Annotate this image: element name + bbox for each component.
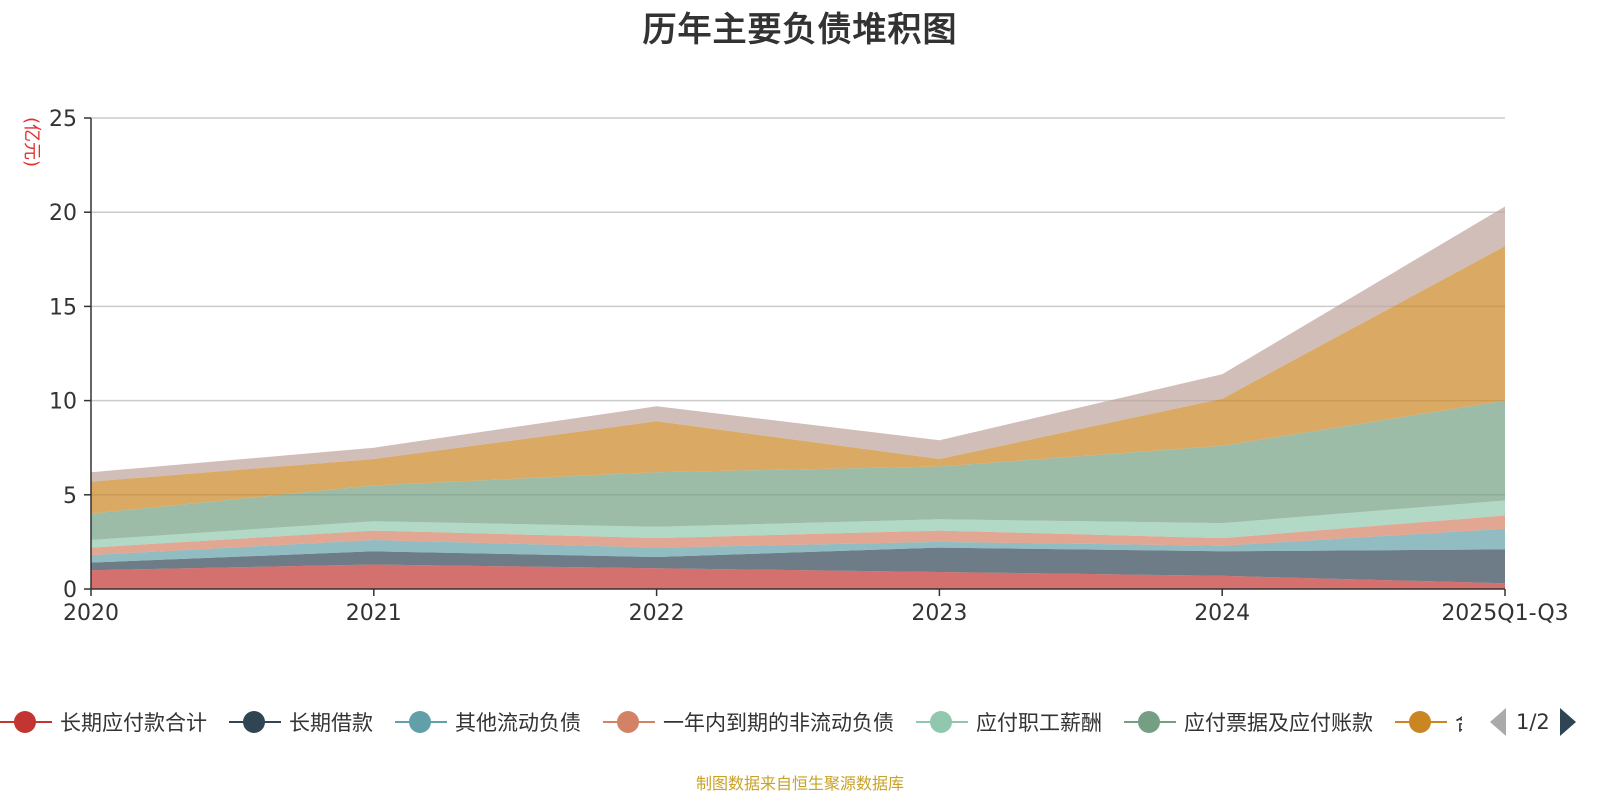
y-tick-label: 20 xyxy=(49,201,77,226)
x-tick-label: 2020 xyxy=(63,601,119,626)
legend-next-page-icon[interactable] xyxy=(1559,708,1576,736)
legend-item[interactable]: 合同负债 xyxy=(1395,707,1462,737)
legend-label: 合同负债 xyxy=(1455,707,1462,737)
legend-marker-icon xyxy=(1395,709,1447,735)
y-tick-label: 15 xyxy=(49,295,77,320)
legend-label: 长期应付款合计 xyxy=(60,711,207,735)
legend-items: 长期应付款合计 长期借款 其他流动负债 一年内到期的非流动负债 应付职工薪酬 应付票据及应… xyxy=(0,704,1462,740)
legend-item[interactable]: 其他流动负债 xyxy=(395,707,581,737)
area-series-1 xyxy=(91,547,1505,584)
legend-item[interactable]: 应付职工薪酬 xyxy=(916,707,1102,737)
area-series-0 xyxy=(91,564,1505,589)
x-tick-label: 2022 xyxy=(629,601,685,626)
axes: 0 5 10 15 20 25 2020 2021 2022 2023 2024 2025Q1-Q3 xyxy=(49,107,1569,626)
legend-marker-icon xyxy=(0,709,52,735)
legend-label: 一年内到期的非流动负债 xyxy=(663,711,894,735)
legend-item[interactable]: 长期借款 xyxy=(229,707,373,737)
legend-label: 长期借款 xyxy=(289,711,373,735)
legend-prev-page-icon[interactable] xyxy=(1490,708,1506,736)
x-tick-label: 2021 xyxy=(346,601,402,626)
legend-marker-icon xyxy=(395,709,447,735)
legend-label: 应付票据及应付账款 xyxy=(1184,711,1373,735)
area-series-2 xyxy=(91,528,1505,563)
x-tick-label: 2023 xyxy=(911,601,967,626)
legend-pager: 1/2 xyxy=(1490,704,1576,740)
area-series-7 xyxy=(91,206,1505,482)
area-series-4 xyxy=(91,500,1505,548)
area-series-6 xyxy=(91,246,1505,514)
data-source-note: 制图数据来自恒生聚源数据库 xyxy=(695,774,904,793)
chart-title: 历年主要负债堆积图 xyxy=(642,10,958,50)
area-series-5 xyxy=(91,400,1505,540)
legend-page-info: 1/2 xyxy=(1516,710,1550,734)
y-tick-label: 0 xyxy=(63,578,77,603)
legend-item[interactable]: 长期应付款合计 xyxy=(0,707,207,737)
legend-item[interactable]: 一年内到期的非流动负债 xyxy=(603,707,894,737)
legend: 长期应付款合计 长期借款 其他流动负债 一年内到期的非流动负债 应付职工薪酬 应付票据及应… xyxy=(0,704,1600,740)
legend-marker-icon xyxy=(229,709,281,735)
y-tick-label: 5 xyxy=(63,484,77,509)
legend-marker-icon xyxy=(916,709,968,735)
x-tick-label: 2025Q1-Q3 xyxy=(1441,601,1568,626)
y-axis-label: (亿元) xyxy=(21,117,42,167)
area-series-3 xyxy=(91,515,1505,556)
y-tick-label: 10 xyxy=(49,390,77,415)
y-tick-label: 25 xyxy=(49,107,77,132)
legend-item[interactable]: 应付票据及应付账款 xyxy=(1124,707,1373,737)
legend-label: 应付职工薪酬 xyxy=(976,711,1102,735)
legend-label: 其他流动负债 xyxy=(455,711,581,735)
legend-marker-icon xyxy=(603,709,655,735)
legend-marker-icon xyxy=(1124,709,1176,735)
x-tick-label: 2024 xyxy=(1194,601,1250,626)
area-series xyxy=(91,206,1505,589)
